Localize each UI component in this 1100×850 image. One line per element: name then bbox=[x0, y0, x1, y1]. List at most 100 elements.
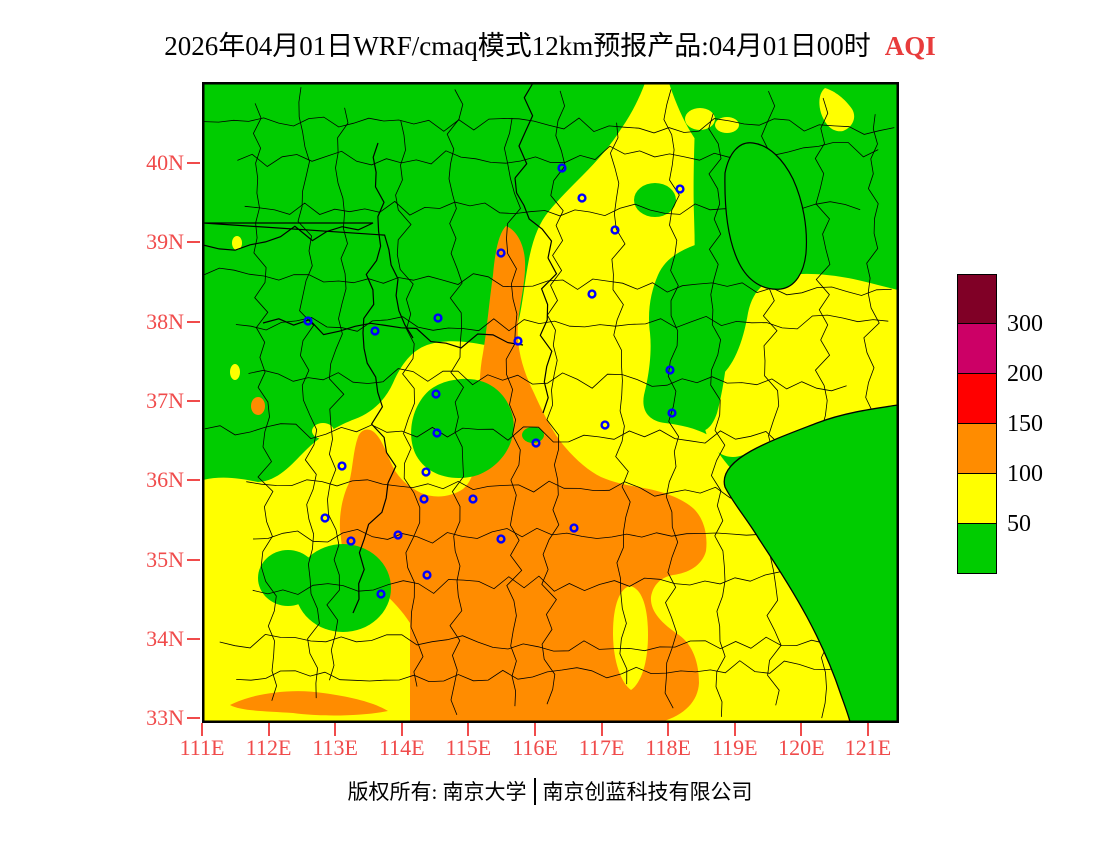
lon-tick-label: 119E bbox=[711, 735, 758, 760]
lon-tick-label: 117E bbox=[578, 735, 625, 760]
station-marker bbox=[496, 534, 506, 544]
lon-tick-label: 118E bbox=[645, 735, 691, 760]
boundary-line bbox=[262, 318, 524, 349]
boundary-line bbox=[609, 122, 631, 685]
boundary-line bbox=[539, 257, 558, 414]
lat-tick-label: 38N bbox=[146, 308, 184, 334]
aqi-legend bbox=[957, 274, 997, 574]
boundary-line bbox=[352, 482, 389, 614]
lat-tick-label: 37N bbox=[146, 387, 184, 413]
station-marker bbox=[577, 193, 587, 203]
lon-tick-label: 115E bbox=[445, 735, 492, 760]
green-lobe-2 bbox=[258, 550, 318, 606]
lat-tick-label: 33N bbox=[146, 705, 184, 731]
lat-tick-label: 40N bbox=[146, 150, 184, 175]
yellow-speck-1 bbox=[232, 236, 242, 250]
coastline bbox=[723, 404, 898, 722]
lon-tick bbox=[267, 723, 270, 736]
lat-tick bbox=[187, 637, 200, 640]
copyright-owner: 版权所有: 南京大学 bbox=[347, 780, 527, 804]
lat-tick-label: 39N bbox=[146, 229, 184, 255]
station-marker bbox=[587, 289, 597, 299]
legend-value-label: 300 bbox=[1007, 311, 1043, 337]
footer-divider bbox=[533, 778, 536, 805]
lon-tick-label: 111E bbox=[179, 735, 225, 760]
boundary-line bbox=[446, 89, 464, 716]
copyright-line: 版权所有: 南京大学 南京创蓝科技有限公司 bbox=[0, 776, 1100, 806]
title-text: 2026年04月01日WRF/cmaq模式12km预报产品:04月01日00时 bbox=[164, 31, 871, 61]
lat-tick-label: 35N bbox=[146, 546, 184, 572]
boundary-line bbox=[503, 117, 523, 707]
legend-color-block bbox=[957, 274, 997, 324]
legend-color-block bbox=[957, 324, 997, 374]
lat-tick bbox=[187, 320, 200, 323]
yellow-speck-3 bbox=[312, 423, 334, 439]
lon-tick-label: 120E bbox=[778, 735, 825, 760]
lat-tick bbox=[187, 558, 200, 561]
station-marker bbox=[376, 589, 386, 599]
aqi-contour-map bbox=[202, 82, 899, 723]
station-marker bbox=[337, 461, 347, 471]
lon-tick-label: 121E bbox=[844, 735, 892, 760]
boundary-line bbox=[514, 83, 534, 179]
boundary-line bbox=[203, 222, 414, 339]
legend-color-block bbox=[957, 424, 997, 474]
lat-tick-label: 36N bbox=[146, 467, 184, 493]
map-border bbox=[202, 82, 899, 723]
boundary-line bbox=[219, 633, 842, 652]
lat-tick-label: 34N bbox=[146, 625, 184, 651]
boundary-line bbox=[708, 113, 726, 717]
green-wedge-beijing bbox=[634, 183, 676, 217]
lon-tick-label: 114E bbox=[378, 735, 425, 760]
lat-tick bbox=[187, 717, 200, 720]
boundary-line bbox=[252, 103, 278, 701]
aqi-region-orange-speck bbox=[251, 397, 265, 415]
boundary-line bbox=[514, 177, 553, 259]
lon-tick bbox=[534, 723, 536, 736]
lon-tick-label: 113E bbox=[312, 735, 358, 760]
lon-tick bbox=[667, 723, 670, 736]
boundary-line bbox=[541, 90, 566, 705]
boundary-line bbox=[326, 107, 349, 681]
aqi-region-orange-main bbox=[339, 226, 707, 722]
page-title: 2026年04月01日WRF/cmaq模式12km预报产品:04月01日00时 A… bbox=[0, 24, 1100, 63]
station-marker bbox=[531, 438, 541, 448]
station-marker bbox=[421, 467, 431, 477]
boundary-line bbox=[362, 332, 397, 484]
boundary-line bbox=[297, 87, 320, 699]
boundary-line bbox=[203, 116, 895, 135]
title-pollutant-label: AQI bbox=[884, 31, 936, 61]
legend-value-label: 200 bbox=[1007, 361, 1043, 387]
lat-tick bbox=[187, 479, 200, 482]
yellow-blob-ne2 bbox=[715, 117, 739, 133]
boundary-line bbox=[204, 423, 888, 447]
boundary-line bbox=[204, 267, 892, 296]
legend-value-label: 50 bbox=[1007, 511, 1031, 537]
lat-tick bbox=[187, 241, 200, 244]
bohai-sea bbox=[724, 142, 808, 290]
station-marker bbox=[303, 316, 313, 326]
station-marker bbox=[422, 570, 432, 580]
lon-tick bbox=[800, 723, 803, 736]
lon-tick bbox=[733, 723, 736, 736]
station-markers bbox=[303, 163, 685, 599]
yellow-blob-ne1 bbox=[685, 108, 715, 130]
lon-tick bbox=[467, 723, 470, 736]
boundary-line bbox=[248, 368, 847, 392]
aqi-region-orange-southwest bbox=[230, 691, 388, 716]
station-marker bbox=[513, 336, 523, 346]
station-marker bbox=[431, 389, 441, 399]
station-marker bbox=[665, 365, 675, 375]
boundary-line bbox=[362, 142, 385, 334]
lon-tick-label: 112E bbox=[245, 735, 292, 760]
station-marker bbox=[569, 523, 579, 533]
legend-color-block bbox=[957, 524, 997, 574]
lon-tick bbox=[334, 723, 337, 736]
station-marker bbox=[496, 248, 506, 258]
station-marker bbox=[610, 225, 620, 235]
lon-tick bbox=[400, 723, 403, 736]
yellow-sea bbox=[724, 405, 898, 722]
lon-tick bbox=[867, 723, 869, 736]
station-marker bbox=[393, 530, 403, 540]
boundary-line bbox=[395, 120, 424, 687]
